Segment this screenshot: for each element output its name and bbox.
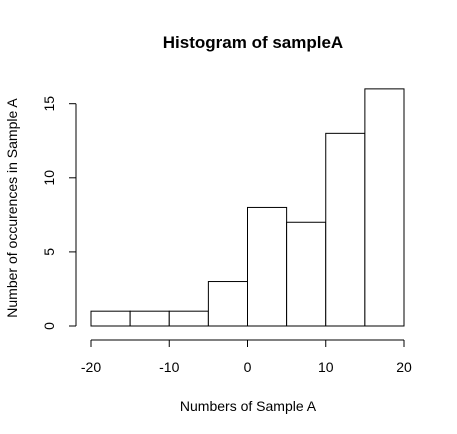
histogram-bar bbox=[247, 206, 288, 327]
y-tick-label: 0 bbox=[41, 322, 57, 330]
histogram-bar bbox=[129, 310, 170, 327]
x-tick-label: -20 bbox=[81, 359, 101, 375]
x-tick-label: -10 bbox=[159, 359, 179, 375]
x-tick-label: 0 bbox=[244, 359, 252, 375]
histogram-bar bbox=[364, 88, 405, 327]
chart-title: Histogram of sampleA bbox=[163, 33, 343, 52]
y-tick-label: 10 bbox=[41, 170, 57, 186]
histogram-bar bbox=[286, 221, 327, 327]
histogram-bar bbox=[90, 310, 131, 327]
y-tick-label: 5 bbox=[41, 248, 57, 256]
histogram-bar bbox=[325, 132, 366, 327]
x-axis-label: Numbers of Sample A bbox=[180, 398, 317, 414]
x-tick-label: 20 bbox=[396, 359, 412, 375]
y-axis: 0 5 10 15 bbox=[41, 96, 77, 330]
x-axis: -20 -10 0 10 20 bbox=[81, 339, 412, 375]
histogram-bar bbox=[207, 281, 248, 327]
bars-group bbox=[90, 88, 405, 327]
x-tick-label: 10 bbox=[318, 359, 334, 375]
y-tick-label: 15 bbox=[41, 96, 57, 112]
histogram-bar bbox=[168, 310, 209, 327]
y-axis-label: Number of occurences in Sample A bbox=[4, 98, 20, 318]
